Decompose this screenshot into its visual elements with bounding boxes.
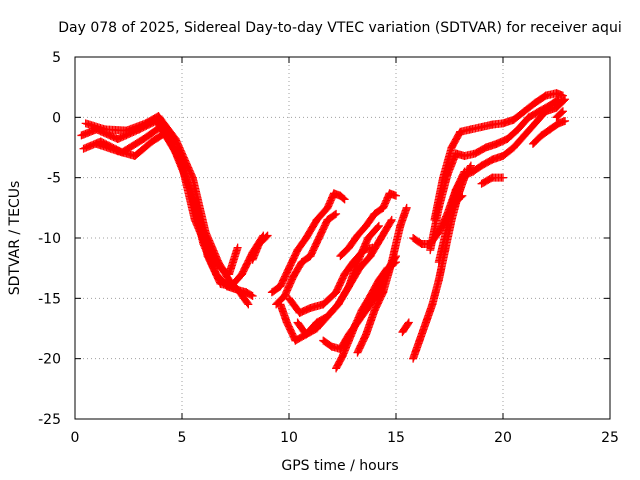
data-point	[340, 195, 349, 204]
series-sat-13	[336, 189, 400, 261]
data-point	[339, 194, 348, 203]
data-point	[332, 209, 341, 218]
chart-title: Day 078 of 2025, Sidereal Day-to-day VTE…	[58, 20, 621, 36]
x-axis-label: GPS time / hours	[281, 458, 398, 474]
series-sat-12	[332, 258, 400, 373]
series-sat-4	[92, 127, 242, 279]
y-tick-label: -20	[38, 352, 61, 368]
data-point	[243, 299, 252, 308]
data-point	[262, 232, 271, 241]
data-point	[558, 107, 567, 116]
y-tick-label: -5	[47, 171, 61, 187]
series-sat-10	[293, 221, 383, 339]
data-point	[402, 203, 411, 212]
data-point	[404, 318, 413, 327]
data-point	[374, 221, 383, 230]
data-point	[248, 291, 257, 300]
series-sat-24	[552, 107, 567, 122]
series-sat-19	[426, 95, 563, 255]
series-sat-15	[398, 318, 413, 337]
data-point	[499, 173, 507, 182]
data-point	[247, 291, 256, 300]
data-point	[373, 223, 382, 232]
series-sat-14	[353, 203, 411, 357]
data-point	[392, 191, 400, 200]
data-point	[457, 192, 466, 201]
y-tick-label: 5	[52, 50, 61, 66]
x-tick-label: 5	[178, 430, 187, 446]
data-point	[387, 215, 396, 224]
series-sat-23	[528, 116, 570, 148]
series-sat-22	[477, 173, 507, 188]
y-tick-label: -25	[38, 412, 61, 428]
data-point	[466, 161, 475, 170]
data-point	[561, 116, 570, 125]
x-tick-label: 15	[387, 430, 405, 446]
data-point	[233, 243, 242, 252]
data-points	[77, 89, 570, 373]
data-point	[330, 210, 339, 219]
data-point	[559, 96, 568, 105]
data-point	[386, 217, 395, 226]
series-sat-21	[447, 191, 467, 212]
y-tick-label: -10	[38, 231, 61, 247]
data-point	[561, 95, 570, 104]
x-tick-label: 20	[494, 430, 512, 446]
axis-ticks: 0 5 10 15 20 25 -25 -20 -15 -10 -5 0 5	[38, 50, 619, 446]
y-axis-label: SDTVAR / TECUs	[7, 181, 23, 296]
y-tick-label: 0	[52, 110, 61, 126]
series-sat-5	[248, 231, 272, 264]
series-sat-7	[272, 209, 341, 309]
series-sat-6	[267, 189, 349, 297]
series-sat-20	[434, 95, 570, 267]
data-point	[368, 243, 377, 252]
data-point	[263, 231, 272, 240]
x-tick-label: 10	[280, 430, 298, 446]
data-point	[404, 319, 413, 328]
x-tick-label: 0	[71, 430, 80, 446]
y-tick-label: -15	[38, 291, 61, 307]
x-tick-label: 25	[601, 430, 619, 446]
data-point	[458, 191, 467, 200]
data-point	[244, 300, 253, 309]
data-point	[557, 108, 566, 117]
